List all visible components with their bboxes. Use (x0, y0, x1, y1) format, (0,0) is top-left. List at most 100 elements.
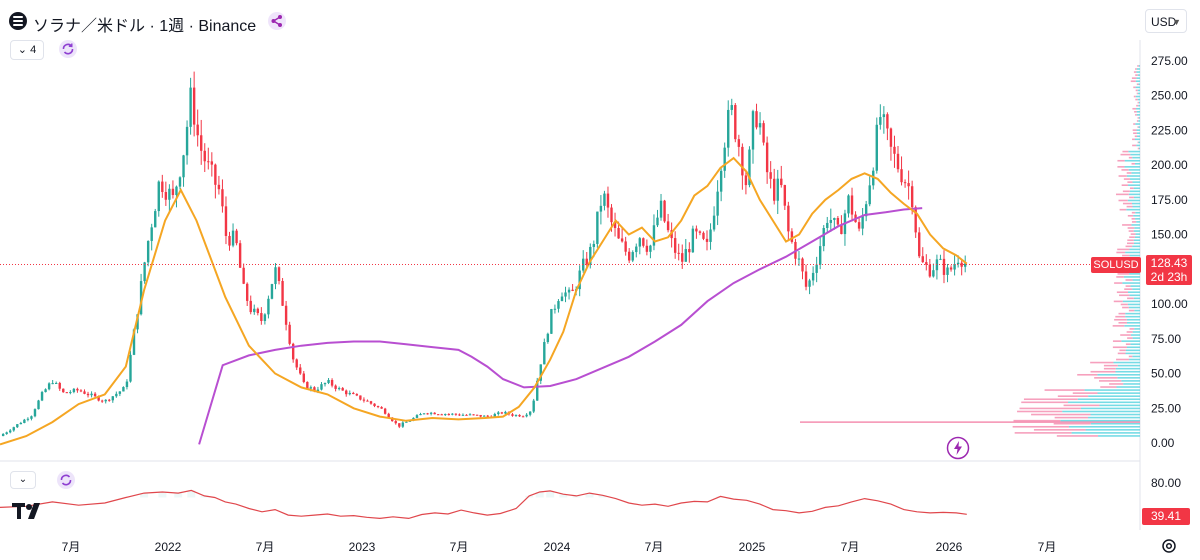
candle-body (833, 218, 836, 220)
candle-body (468, 414, 472, 416)
candle-body (383, 408, 387, 414)
time-axis[interactable]: 7月 2022 7月 2023 7月 2024 7月 2025 7月 2026 7月 (62, 540, 1057, 554)
volume-bar-up (1123, 276, 1140, 278)
candle-body (953, 264, 956, 270)
volume-bar-up (1122, 282, 1140, 284)
candle-body (108, 399, 111, 401)
candle-body (228, 235, 231, 246)
volume-bar-down (1119, 208, 1127, 211)
candle-body (882, 114, 886, 118)
time-axis-tick: 2022 (155, 540, 182, 554)
volume-bar-up (1128, 169, 1140, 171)
last-price-label: 128.43 2d 23h (1146, 255, 1192, 285)
volume-bar-down (1128, 355, 1133, 358)
volume-bar-up (1128, 150, 1140, 153)
volume-bar-up (1138, 117, 1140, 119)
volume-bar-up (1130, 334, 1140, 336)
price-axis-tick: 150.00 (1151, 228, 1188, 242)
candle-body (875, 124, 878, 171)
volume-bar-down (1135, 68, 1137, 70)
candle-body (691, 228, 695, 253)
volume-bar-down (1099, 380, 1122, 382)
candle-body (129, 354, 132, 382)
candle-body (299, 367, 302, 374)
currency-select[interactable]: USD ▼ (1145, 9, 1187, 33)
candle-body (709, 229, 712, 242)
volume-bar-down (1137, 147, 1139, 150)
candle-body (253, 308, 256, 313)
candle-body (536, 380, 539, 401)
candle-body (171, 188, 175, 196)
rsi-indicator-toggle[interactable]: ⌄ (10, 471, 36, 489)
candle-body (914, 207, 917, 233)
candle-body (553, 308, 557, 310)
volume-bar-down (1126, 205, 1133, 208)
volume-bar-up (1126, 208, 1140, 211)
volume-bar-down (1133, 95, 1136, 98)
volume-bar-up (1115, 370, 1140, 373)
chart-title[interactable]: ソラナ／米ドル · 1週 · Binance (33, 18, 257, 35)
candle-body (659, 200, 663, 218)
candle-body (454, 413, 458, 415)
sync-icon[interactable] (58, 39, 78, 59)
candle-body (783, 185, 787, 206)
volume-bar-down (1119, 349, 1126, 352)
candle-body (599, 205, 603, 212)
candle-body (341, 388, 344, 391)
rsi-sync-icon[interactable] (56, 470, 76, 490)
volume-bar-down (1134, 111, 1137, 113)
candle-body (712, 215, 716, 230)
candle-body (125, 381, 129, 388)
volume-bar-down (1017, 410, 1063, 413)
volume-bar-up (1135, 95, 1140, 98)
candle-body (497, 412, 500, 415)
volume-bar-down (1117, 352, 1126, 355)
flash-alert-icon[interactable] (946, 436, 970, 460)
candle-body (695, 228, 698, 232)
share-icon[interactable] (268, 12, 286, 30)
candle-body (62, 388, 65, 393)
volume-bar-up (1097, 373, 1140, 376)
volume-bar-up (1099, 404, 1140, 407)
candle-body (465, 414, 468, 416)
time-axis-tick: 7月 (62, 540, 81, 554)
volume-bar-up (1133, 239, 1140, 242)
candle-body (539, 364, 542, 381)
candle-body (801, 258, 804, 272)
rsi-overbought-fill (140, 490, 725, 498)
candle-body (313, 387, 316, 392)
volume-bar-up (1125, 315, 1140, 318)
candle-body (773, 178, 776, 201)
price-axis-tick: 200.00 (1151, 158, 1188, 172)
volume-bar-down (1134, 135, 1138, 138)
indicators-toggle[interactable]: ⌄ 4 (10, 40, 44, 60)
candle-body (79, 390, 83, 392)
candle-body (242, 267, 245, 284)
candle-body (30, 416, 33, 419)
volume-bar-down (1127, 214, 1134, 217)
candle-body (889, 128, 893, 147)
volume-bar-down (1023, 398, 1078, 401)
price-axis[interactable]: 0.0025.0050.0075.00100.00125.00150.00175… (1151, 54, 1188, 450)
chevron-down-icon: ▼ (1172, 17, 1181, 27)
candle-body (143, 262, 146, 282)
volume-bar-down (1118, 199, 1128, 202)
volume-bar-up (1133, 242, 1140, 245)
volume-bar-up (1071, 432, 1140, 434)
volume-bar-up (1138, 126, 1140, 128)
rsi-axis-tick: 80.00 (1151, 476, 1181, 490)
volume-bar-down (1109, 383, 1124, 385)
gear-icon[interactable] (1160, 537, 1178, 555)
volume-bar-up (1132, 355, 1140, 358)
volume-bar-up (1127, 199, 1140, 202)
volume-bar-down (1021, 401, 1069, 404)
volume-bar-down (1127, 297, 1134, 300)
volume-bar-up (1136, 77, 1140, 79)
candle-body (16, 424, 19, 428)
volume-bar-down (1129, 196, 1134, 199)
candle-body (472, 414, 475, 416)
volume-bar-down (1118, 175, 1127, 177)
candle-body (224, 206, 228, 236)
price-axis-tick: 0.00 (1151, 436, 1175, 450)
